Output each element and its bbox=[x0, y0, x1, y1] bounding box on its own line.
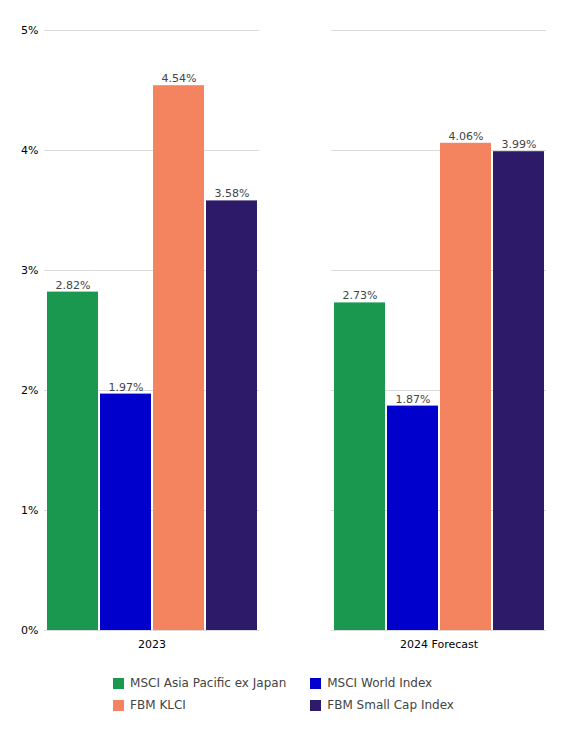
svg-text:0%: 0% bbox=[21, 624, 38, 637]
svg-text:3.99%: 3.99% bbox=[502, 138, 537, 151]
svg-text:2024 Forecast: 2024 Forecast bbox=[400, 638, 479, 651]
svg-text:2%: 2% bbox=[21, 384, 38, 397]
html-text:MSCI World Index: MSCI World Index bbox=[327, 676, 433, 690]
html-text:MSCI Asia Pacific ex Japan: MSCI Asia Pacific ex Japan bbox=[130, 676, 287, 690]
svg-text:5%: 5% bbox=[21, 24, 38, 37]
svg-text:4%: 4% bbox=[21, 144, 38, 157]
html-text:FBM Small Cap Index: FBM Small Cap Index bbox=[327, 698, 454, 712]
svg-text:3.58%: 3.58% bbox=[215, 187, 250, 200]
svg-text:1%: 1% bbox=[21, 504, 38, 517]
svg-text:4.54%: 4.54% bbox=[162, 72, 197, 85]
svg-text:1.87%: 1.87% bbox=[396, 393, 431, 406]
svg-text:2023: 2023 bbox=[138, 638, 166, 651]
html-text:FBM KLCI: FBM KLCI bbox=[130, 698, 186, 712]
svg-text:3%: 3% bbox=[21, 264, 38, 277]
svg-text:4.06%: 4.06% bbox=[449, 130, 484, 143]
svg-text:1.97%: 1.97% bbox=[109, 381, 144, 394]
svg-text:2.82%: 2.82% bbox=[56, 279, 91, 292]
svg-text:2.73%: 2.73% bbox=[343, 289, 378, 302]
